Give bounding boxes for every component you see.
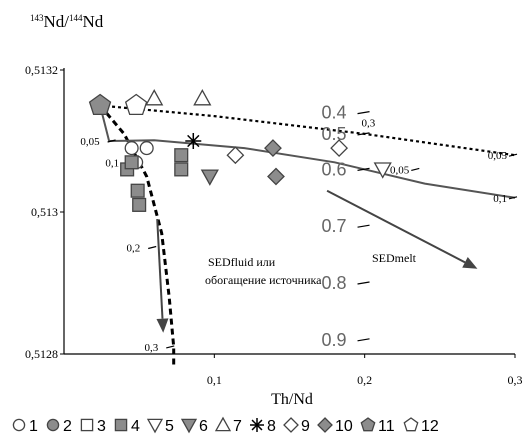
- fraction-label: 0.6: [322, 159, 347, 179]
- fluid-tick-mark: [148, 245, 157, 250]
- fluid-label-line1: SEDfluid или: [208, 255, 276, 269]
- legend-marker-7: [214, 416, 232, 432]
- x-tick-label: 0,1: [207, 373, 222, 387]
- point-series-10: [267, 167, 285, 186]
- legend-label-7: 7: [233, 418, 242, 435]
- upper-tick-mark: [508, 153, 518, 157]
- melt-tick-label: 0,05: [390, 164, 410, 176]
- point-series-7: [193, 89, 212, 106]
- point-series-4: [130, 183, 145, 198]
- point-series-1: [139, 141, 154, 156]
- y-tick-label: 0,5132: [25, 63, 58, 77]
- point-series-7: [145, 89, 164, 106]
- curve-upper: [99, 104, 516, 157]
- y-title-part-a: Nd/: [44, 12, 70, 31]
- legend-label-9: 9: [301, 418, 310, 435]
- fraction-label: 0.5: [322, 124, 347, 144]
- point-series-5: [373, 162, 392, 179]
- fluid-tick-mark: [107, 139, 116, 143]
- fluid-arrow-shaft: [156, 219, 164, 319]
- point-series-1: [124, 141, 139, 156]
- y-tick-label: 0,5128: [25, 347, 58, 361]
- point-series-4: [124, 155, 139, 170]
- fluid-label-line2: обогащение источника: [205, 273, 322, 287]
- plot-area: 0,1 0,2 0,3 0,5128 0,513 0,5132 0,05 0,1 0,2 0,3 0…: [25, 63, 522, 387]
- point-series-4: [132, 197, 147, 212]
- legend-label-3: 3: [97, 418, 106, 435]
- melt-label: SEDmelt: [372, 251, 417, 265]
- legend-marker-6: [180, 418, 198, 434]
- fluid-tick-mark: [166, 345, 175, 349]
- legend-label-5: 5: [165, 418, 174, 435]
- fluid-tick-label: 0,3: [144, 342, 158, 354]
- fraction-dash: [357, 111, 370, 115]
- legend-label-10: 10: [335, 418, 353, 435]
- melt-tick-mark: [411, 167, 420, 171]
- fraction-label: 0.7: [322, 216, 347, 236]
- melt-arrow-head: [462, 257, 478, 269]
- legend-marker-12: [403, 417, 419, 432]
- y-title-sup-num: 143: [30, 13, 44, 23]
- legend-marker-1: [12, 418, 26, 432]
- legend-label-12: 12: [421, 418, 439, 435]
- legend-label-2: 2: [63, 418, 72, 435]
- point-series-9: [330, 139, 349, 158]
- legend-label-4: 4: [131, 418, 140, 435]
- fluid-tick-label: 0,05: [80, 136, 100, 148]
- point-series-4: [174, 162, 189, 177]
- legend-label-8: 8: [267, 418, 276, 435]
- melt-arrow-shaft: [326, 189, 466, 264]
- legend-marker-4: [114, 418, 128, 432]
- fraction-dash: [357, 224, 370, 228]
- asterisk-stroke: [187, 134, 200, 148]
- x-tick-label: 0,2: [357, 373, 372, 387]
- asterisk-stroke: [251, 419, 263, 431]
- upper-tick-label: 0,05: [488, 150, 508, 162]
- x-axis-title: Th/Nd: [271, 391, 313, 408]
- fluid-arrow-head: [156, 318, 169, 333]
- legend-marker-9: [283, 417, 299, 433]
- melt-tick-label: 0,1: [493, 193, 507, 205]
- legend-label-11: 11: [378, 418, 395, 435]
- fraction-label: 0.9: [322, 330, 347, 350]
- legend-marker-3: [80, 418, 94, 432]
- fraction-sublabel: 0,3: [362, 118, 376, 130]
- curve-melt: [99, 105, 516, 199]
- legend: 1 2 3 4 5 6 7 8 9 10 11 12: [12, 416, 439, 435]
- fraction-label: 0.4: [322, 103, 347, 123]
- point-series-6: [200, 169, 219, 186]
- y-tick-label: 0,513: [31, 205, 58, 219]
- fluid-tick-label: 0,2: [126, 243, 140, 255]
- fraction-dash: [357, 281, 370, 285]
- legend-marker-8: [250, 418, 264, 432]
- legend-marker-11: [360, 417, 376, 432]
- fraction-label: 0.8: [322, 273, 347, 293]
- point-series-11: [88, 93, 112, 116]
- point-series-10: [264, 139, 282, 158]
- legend-marker-2: [46, 418, 60, 432]
- y-title-part-b: Nd: [83, 12, 104, 31]
- y-title-sup-den: 144: [69, 13, 83, 23]
- x-tick-label: 0,3: [508, 373, 522, 387]
- point-series-8: [185, 133, 202, 149]
- point-series-9: [226, 146, 245, 165]
- legend-label-1: 1: [29, 418, 38, 435]
- fraction-dash: [357, 132, 370, 136]
- y-axis-title: 143Nd/144Nd: [30, 12, 104, 31]
- fraction-dash: [357, 167, 370, 171]
- legend-marker-10: [317, 417, 333, 433]
- curve-fluid: [98, 104, 176, 369]
- point-series-12: [124, 93, 148, 116]
- fraction-dash: [357, 338, 370, 342]
- legend-label-6: 6: [199, 418, 208, 435]
- legend-marker-5: [146, 418, 164, 434]
- point-series-4: [174, 148, 189, 163]
- fluid-tick-label: 0,1: [105, 157, 119, 169]
- melt-tick-mark: [508, 196, 518, 200]
